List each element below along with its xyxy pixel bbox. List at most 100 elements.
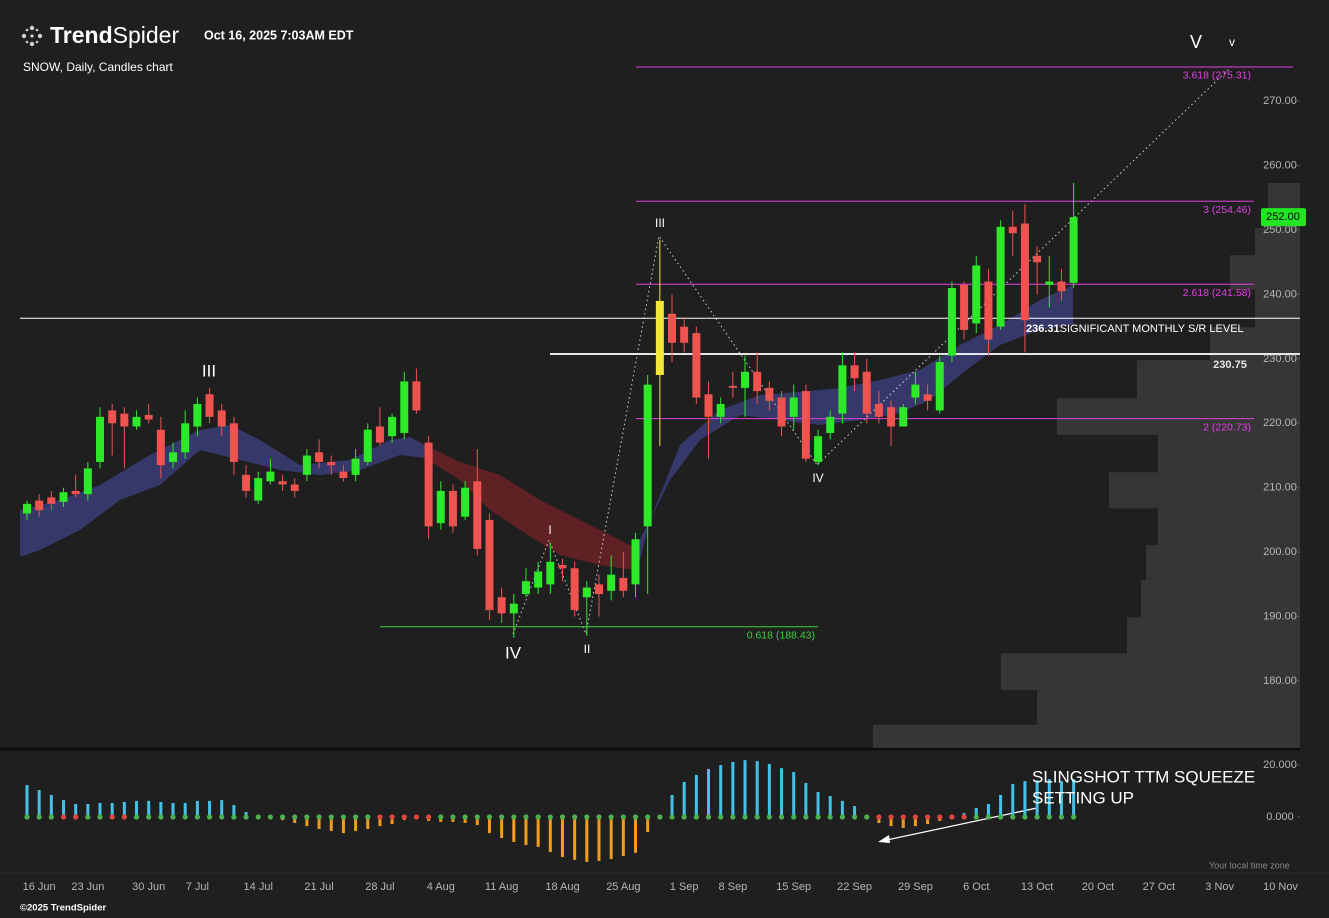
candle-body [923, 394, 932, 401]
squeeze-dot [462, 814, 468, 820]
wave-label: III [655, 216, 665, 230]
squeeze-dot [450, 814, 456, 820]
candle-body [789, 397, 798, 417]
momentum-bar [512, 817, 516, 842]
candle-body [960, 284, 969, 330]
candle-body [71, 490, 80, 495]
candle-body [935, 362, 944, 411]
candle-body [375, 426, 384, 443]
squeeze-dot [778, 814, 785, 820]
squeeze-dot [219, 814, 225, 820]
squeeze-dot [85, 814, 91, 820]
fib-label: 2 (220.73) [1203, 421, 1251, 433]
momentum-bar [853, 806, 857, 818]
momentum-bar [135, 800, 139, 818]
momentum-bar [986, 804, 990, 818]
candle-body [1069, 217, 1078, 283]
x-tick-label: 13 Oct [1021, 881, 1053, 893]
y-tick-label: 180.00 [1263, 675, 1297, 687]
squeeze-dot [705, 814, 712, 820]
candle-body [704, 394, 713, 417]
squeeze-dot [742, 814, 748, 820]
momentum-bar [609, 817, 613, 860]
momentum-bar [670, 794, 674, 818]
x-tick-label: 3 Nov [1205, 881, 1234, 893]
momentum-bar [926, 817, 930, 825]
annotation-arrow [881, 807, 1038, 842]
squeeze-dot [499, 814, 505, 820]
candle-body [509, 603, 518, 614]
x-tick-label: 28 Jul [365, 881, 394, 893]
momentum-bar [232, 805, 236, 818]
volume-profile-bar [1158, 434, 1300, 473]
squeeze-dot [1046, 814, 1052, 820]
momentum-bar [682, 781, 686, 818]
momentum-bar [816, 792, 820, 818]
y-tick-label: 260.00 [1263, 160, 1297, 172]
y-tick-label: 220.00 [1263, 417, 1297, 429]
candle-body [290, 484, 299, 491]
level-value: 236.31 [1026, 323, 1060, 335]
candle-body [594, 584, 603, 595]
x-tick-label: 11 Aug [485, 881, 518, 893]
candle-body [1045, 281, 1054, 285]
candle-body [339, 471, 348, 479]
squeeze-dot [401, 814, 407, 820]
squeeze-dot [48, 814, 54, 820]
momentum-bar [329, 817, 333, 832]
squeeze-dot [97, 814, 103, 820]
candle-body [473, 481, 482, 549]
wave-label: V [1190, 32, 1202, 52]
momentum-bar [560, 817, 564, 858]
wave-label: IV [505, 643, 522, 662]
y-tick-label: 240.00 [1263, 288, 1297, 300]
squeeze-dot [523, 814, 529, 820]
squeeze-dot [511, 814, 517, 820]
momentum-bar [171, 802, 175, 818]
squeeze-dot [949, 814, 955, 820]
momentum-bar [317, 817, 321, 829]
candle-body [424, 442, 433, 527]
timezone-note: Your local time zone [1209, 860, 1290, 870]
squeeze-dot [109, 814, 115, 820]
momentum-bar [767, 764, 771, 818]
x-tick-label: 7 Jul [186, 881, 209, 893]
candle-body [765, 387, 774, 401]
momentum-bar [1059, 781, 1063, 818]
candle-body [862, 371, 871, 414]
squeeze-dot [243, 814, 249, 820]
squeeze-dot [632, 814, 639, 820]
momentum-bar [719, 765, 723, 818]
candle-body [23, 503, 31, 514]
volume-profile-bar [1109, 472, 1300, 509]
wave-label: I [548, 523, 551, 537]
volume-profile-bar [1146, 545, 1300, 580]
fib-label: 3 (254.46) [1203, 204, 1251, 216]
candle-body [315, 452, 324, 462]
squeeze-dot [60, 814, 67, 820]
x-tick-label: 30 Jun [132, 881, 165, 893]
squeeze-dot [1058, 814, 1065, 820]
level-text: SIGNIFICANT MONTHLY S/R LEVEL [1060, 323, 1244, 335]
squeeze-dot [36, 814, 42, 820]
squeeze-dot [937, 814, 943, 820]
squeeze-dot [438, 814, 444, 820]
x-tick-label: 23 Jun [71, 881, 104, 893]
candle-body [777, 397, 786, 427]
squeeze-dot [791, 814, 797, 820]
momentum-bar [1035, 780, 1039, 818]
candle-body [169, 452, 178, 462]
candle-body [132, 416, 141, 427]
candle-body [485, 519, 494, 611]
wave-label: v [1229, 35, 1235, 49]
squeeze-dot [754, 814, 760, 820]
candle-body [35, 500, 44, 511]
squeeze-dot [255, 814, 261, 820]
x-tick-label: 16 Jun [23, 881, 56, 893]
x-tick-label: 25 Aug [606, 881, 640, 893]
candle-body [351, 458, 360, 475]
squeeze-dot [474, 814, 480, 820]
squeeze-dot [998, 814, 1004, 820]
momentum-bar [524, 817, 528, 846]
